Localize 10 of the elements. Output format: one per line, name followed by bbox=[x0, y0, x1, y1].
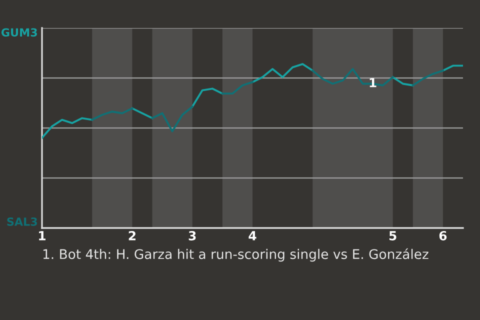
text: 1. Bot 4th: H. Garza hit a run-scoring single vs E. González bbox=[43, 248, 428, 262]
text: GUM3 bbox=[1, 28, 37, 37]
text: SAL3 bbox=[7, 217, 37, 226]
x-tick-label: 3 bbox=[188, 231, 196, 240]
x-tick-label: 4 bbox=[248, 231, 256, 240]
x-tick-label: 1 bbox=[39, 231, 46, 240]
x-tick-label: 5 bbox=[389, 231, 396, 240]
x-tick-label: 2 bbox=[128, 231, 136, 240]
annotation: 1 bbox=[370, 78, 376, 88]
x-tick-label: 6 bbox=[439, 231, 447, 240]
